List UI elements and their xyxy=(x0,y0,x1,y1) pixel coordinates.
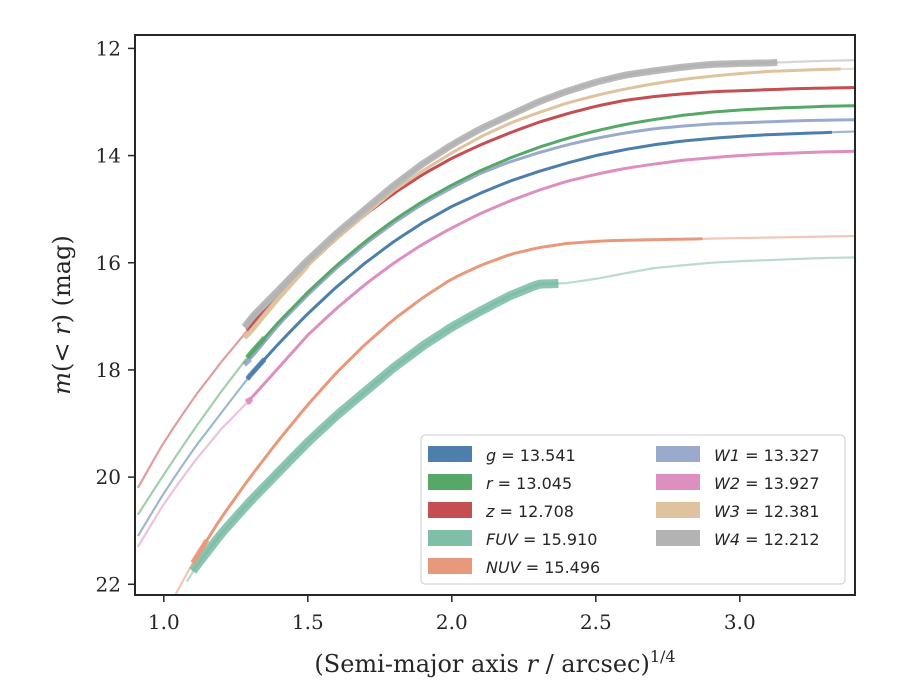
series-nuv-curve xyxy=(191,237,703,564)
legend-label: W4 = 12.212 xyxy=(714,530,820,549)
legend-item-w4: W4 = 12.212 xyxy=(656,530,820,549)
legend-series-name: W2 xyxy=(714,474,740,493)
x-axis-ticks: 1.0 1.5 2.0 2.5 3.0 xyxy=(148,595,756,634)
legend-series-value: 15.496 xyxy=(544,558,600,577)
legend-swatch xyxy=(428,502,472,518)
y-tick-label: 22 xyxy=(96,572,121,596)
y-tick-label: 12 xyxy=(96,36,121,60)
legend-series-value: 12.212 xyxy=(764,530,820,549)
x-tick-label: 1.0 xyxy=(148,610,180,634)
legend-swatch xyxy=(656,474,700,490)
legend-swatch xyxy=(428,474,472,490)
x-tick-label: 2.0 xyxy=(436,610,468,634)
legend-series-value: 15.910 xyxy=(541,530,597,549)
x-axis-label-main: (Semi-major axis xyxy=(314,650,526,678)
y-tick-label: 14 xyxy=(96,144,121,168)
legend-swatch xyxy=(656,446,700,462)
series-w4 xyxy=(241,59,855,330)
series-w4-curve xyxy=(243,61,778,329)
legend-equals: = xyxy=(740,502,764,521)
legend-series-name: NUV xyxy=(486,558,522,577)
legend-swatch xyxy=(656,530,700,546)
y-axis-label-open: (< xyxy=(48,335,76,372)
legend-equals: = xyxy=(740,446,764,465)
series-w3-curve xyxy=(243,67,841,339)
legend-series-name: g xyxy=(486,446,496,465)
series-w1-curve xyxy=(243,118,855,366)
legend-frame xyxy=(420,434,846,585)
x-tick-label: 1.5 xyxy=(292,610,324,634)
legend-item-g: g = 13.541 xyxy=(428,446,576,465)
legend-series-value: 13.927 xyxy=(764,474,820,493)
legend-item-r: r = 13.045 xyxy=(428,474,572,493)
legend-label: W1 = 13.327 xyxy=(714,446,820,465)
legend-label: g = 13.541 xyxy=(486,446,576,465)
legend-item-nuv: NUV = 15.496 xyxy=(428,558,600,577)
series-r xyxy=(136,104,855,516)
y-axis-label-var1: m xyxy=(48,372,76,395)
legend-item-fuv: FUV = 15.910 xyxy=(428,530,597,549)
x-axis-label: (Semi-major axis r / arcsec)1/4 xyxy=(314,647,675,678)
legend-equals: = xyxy=(493,474,517,493)
legend-series-value: 12.708 xyxy=(518,502,574,521)
legend-equals: = xyxy=(740,474,764,493)
legend-equals: = xyxy=(521,558,545,577)
legend-equals: = xyxy=(494,502,518,521)
x-axis-label-var: r xyxy=(526,650,539,678)
series-w2-curve xyxy=(246,149,855,404)
legend-equals: = xyxy=(740,530,764,549)
legend-series-name: z xyxy=(485,502,495,521)
legend-series-name: W4 xyxy=(714,530,740,549)
series-nuv xyxy=(174,234,855,595)
legend-swatch xyxy=(428,558,472,574)
legend-item-w1: W1 = 13.327 xyxy=(656,446,820,465)
series-fuv-curve xyxy=(191,281,559,572)
legend-series-value: 12.381 xyxy=(764,502,820,521)
x-axis-label-rest: / arcsec) xyxy=(538,650,650,678)
legend-label: W2 = 13.927 xyxy=(714,474,820,493)
x-tick-label: 3.0 xyxy=(724,610,756,634)
legend-series-value: 13.327 xyxy=(764,446,820,465)
legend-series-value: 13.045 xyxy=(516,474,572,493)
legend-item-w3: W3 = 12.381 xyxy=(656,502,820,521)
legend-label: NUV = 15.496 xyxy=(486,558,600,577)
series-w3 xyxy=(242,67,855,340)
series-fuv xyxy=(185,256,855,583)
y-axis-ticks: 12 14 16 18 20 22 xyxy=(96,36,135,596)
legend-series-name: r xyxy=(486,474,494,493)
legend-label: FUV = 15.910 xyxy=(486,530,597,549)
legend-item-z: z = 12.708 xyxy=(428,502,574,521)
legend-swatch xyxy=(428,446,472,462)
series-w2 xyxy=(136,149,855,548)
y-tick-label: 20 xyxy=(96,465,121,489)
series-layer xyxy=(136,59,855,595)
y-axis-label: m(< r) (mag) xyxy=(48,235,76,395)
legend-equals: = xyxy=(496,446,520,465)
plot-frame xyxy=(134,34,856,596)
y-tick-label: 16 xyxy=(96,251,121,275)
y-axis-label-rest: ) (mag) xyxy=(48,235,76,323)
legend: g = 13.541 r = 13.045 z = 12.708 FUV = 15.9… xyxy=(420,434,846,585)
y-tick-label: 18 xyxy=(96,358,121,382)
legend-series-name: W1 xyxy=(714,446,740,465)
legend-series-value: 13.541 xyxy=(520,446,576,465)
legend-label: z = 12.708 xyxy=(485,502,574,521)
legend-series-name: W3 xyxy=(714,502,740,521)
x-axis-label-exponent: 1/4 xyxy=(650,647,676,666)
series-w1 xyxy=(242,118,855,367)
legend-equals: = xyxy=(518,530,542,549)
legend-item-w2: W2 = 13.927 xyxy=(656,474,820,493)
y-axis-label-var2: r xyxy=(48,322,76,335)
series-g xyxy=(136,130,855,537)
x-tick-label: 2.5 xyxy=(580,610,612,634)
legend-swatch xyxy=(656,502,700,518)
legend-series-name: FUV xyxy=(486,530,519,549)
series-r-curve xyxy=(246,104,855,359)
legend-label: W3 = 12.381 xyxy=(714,502,820,521)
legend-swatch xyxy=(428,530,472,546)
legend-label: r = 13.045 xyxy=(486,474,572,493)
series-g-curve xyxy=(246,130,833,380)
